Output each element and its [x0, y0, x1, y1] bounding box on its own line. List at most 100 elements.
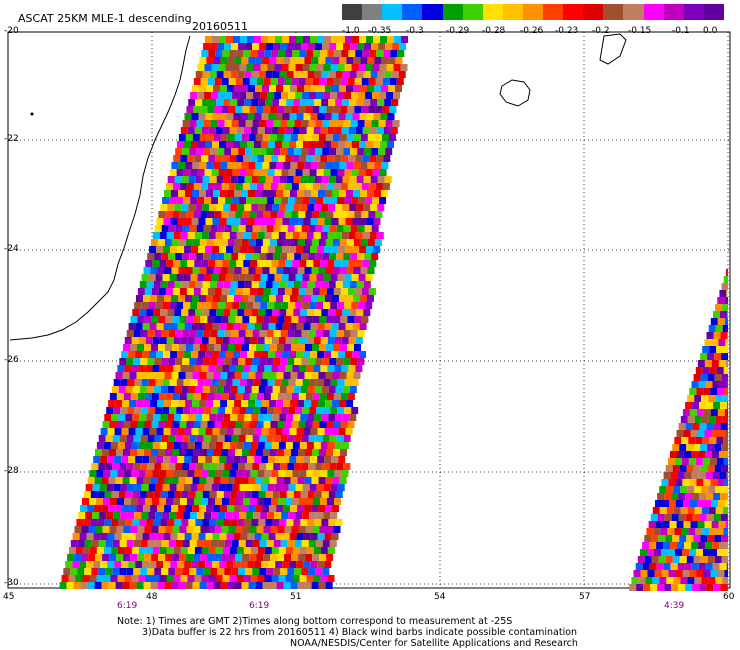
swath-cell [296, 246, 304, 253]
swath-cell [702, 346, 710, 353]
swath-cell [660, 528, 668, 535]
swath-cell [719, 290, 727, 297]
swath-cell [230, 281, 238, 288]
swath-cell [352, 36, 359, 43]
swath-cell [280, 253, 288, 260]
swath-cell [299, 260, 307, 267]
swath-cell [335, 491, 343, 498]
swath-cell [338, 141, 345, 148]
swath-cell [201, 232, 209, 239]
swath-cell [299, 575, 307, 582]
swath-cell [104, 519, 112, 526]
swath-cell [276, 162, 284, 169]
swath-cell [138, 442, 146, 449]
swath-cell [215, 365, 223, 372]
swath-cell [288, 484, 296, 491]
swath-cell [331, 456, 339, 463]
swath-cell [263, 78, 271, 85]
swath-cell [306, 337, 314, 344]
swath-cell [293, 281, 301, 288]
swath-cell [325, 295, 332, 302]
swath-cell [290, 190, 297, 197]
swath-cell [653, 528, 661, 535]
swath-cell [240, 246, 248, 253]
swath-cell [287, 43, 295, 50]
swath-cell [207, 554, 215, 561]
swath-cell [349, 176, 357, 183]
swath-cell [67, 554, 75, 561]
swath-cell [176, 169, 184, 176]
swath-cell [318, 85, 325, 92]
swath-cell [135, 428, 143, 435]
swath-cell [274, 64, 282, 71]
swath-cell [166, 498, 173, 505]
swath-cell [266, 358, 274, 365]
swath-cell [188, 176, 196, 183]
swath-cell [355, 50, 363, 57]
swath-cell [275, 561, 283, 568]
swath-cell [231, 540, 239, 547]
swath-cell [282, 561, 290, 568]
swath-cell [282, 246, 290, 253]
swath-cell [341, 260, 349, 267]
swath-cell [167, 281, 175, 288]
swath-cell [318, 477, 326, 484]
swath-cell [354, 211, 362, 218]
swath-cell [301, 435, 309, 442]
swath-cell [365, 302, 373, 309]
swath-cell [77, 540, 85, 547]
swath-cell [293, 309, 301, 316]
swath-cell [166, 337, 174, 344]
swath-cell [277, 554, 285, 561]
swath-cell [193, 316, 201, 323]
swath-cell [364, 148, 372, 155]
swath-cell [329, 43, 337, 50]
swath-cell [724, 570, 728, 577]
swath-cell [218, 274, 226, 281]
swath-cell [228, 78, 236, 85]
swath-cell [155, 302, 163, 309]
swath-cell [249, 183, 257, 190]
swath-cell [353, 85, 360, 92]
swath-cell [270, 316, 278, 323]
swath-cell [300, 309, 308, 316]
swath-cell [288, 274, 296, 281]
swath-cell [236, 260, 244, 267]
swath-cell [108, 505, 116, 512]
swath-cell [274, 379, 282, 386]
swath-cell [110, 575, 118, 582]
swath-cell [278, 50, 286, 57]
swath-cell [102, 554, 110, 561]
swath-cell [248, 505, 256, 512]
swath-cell [116, 449, 123, 456]
swath-cell [302, 92, 310, 99]
swath-cell [326, 526, 334, 533]
swath-cell [709, 458, 717, 465]
swath-cell [305, 316, 313, 323]
swath-cell [725, 430, 729, 437]
colorbar-segment [563, 4, 584, 20]
swath-cell [350, 225, 358, 232]
swath-cell [154, 463, 162, 470]
swath-cell [710, 409, 718, 416]
swath-cell [278, 232, 286, 239]
swath-cell [705, 472, 713, 479]
swath-cell [289, 113, 297, 120]
swath-cell [311, 505, 319, 512]
swath-cell [724, 318, 728, 325]
swath-cell [171, 477, 179, 484]
swath-cell [253, 64, 261, 71]
swath-cell [158, 554, 166, 561]
swath-cell [309, 64, 317, 71]
swath-cell [157, 267, 165, 274]
swath-cell [293, 519, 301, 526]
swath-cell [307, 204, 315, 211]
swath-cell [208, 127, 216, 134]
swath-cell [326, 449, 333, 456]
swath-cell [316, 274, 324, 281]
swath-cell [227, 190, 234, 197]
swath-cell [344, 379, 352, 386]
swath-cell [273, 120, 281, 127]
swath-cell [334, 470, 342, 477]
